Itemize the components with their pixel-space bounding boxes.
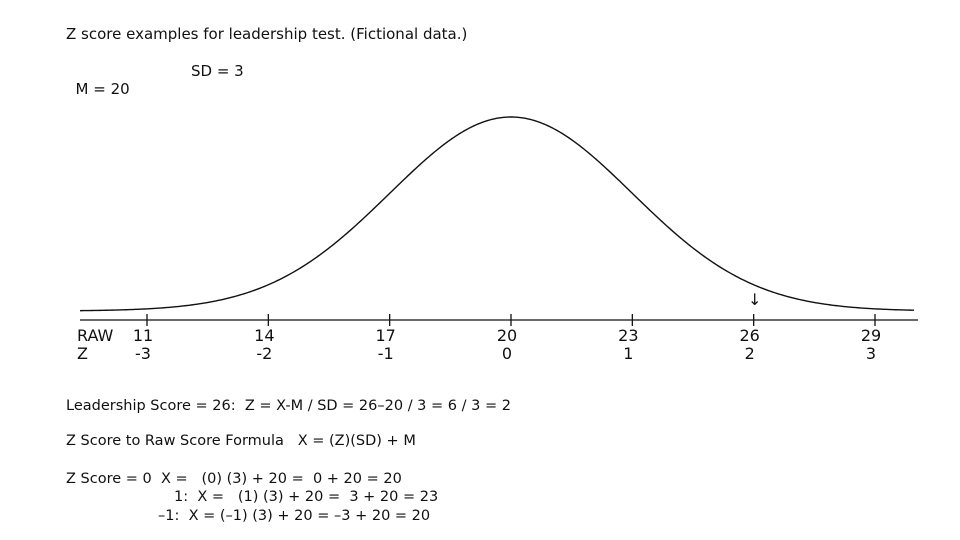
down-arrow-icon: ↓ <box>748 290 761 309</box>
page-title: Z score examples for leadership test. (F… <box>66 25 468 43</box>
z-tick-label: 0 <box>502 344 512 363</box>
example-z0: Z Score = 0 X = (0) (3) + 20 = 0 + 20 = … <box>66 471 402 487</box>
raw-tick-label: 26 <box>739 326 759 345</box>
raw-row-label: RAW <box>77 326 114 345</box>
z-tick-label: 1 <box>623 344 633 363</box>
parameters: M = 20 SD = 3 <box>66 62 244 116</box>
z-tick-label: 2 <box>745 344 755 363</box>
conversion-formula: Z Score to Raw Score Formula X = (Z)(SD)… <box>66 433 416 449</box>
mean-label: M = 20 <box>75 80 130 98</box>
raw-tick-label: 17 <box>375 326 395 345</box>
raw-tick-label: 29 <box>861 326 881 345</box>
z-tick-label: 3 <box>866 344 876 363</box>
raw-tick-label: 14 <box>254 326 274 345</box>
normal-curve <box>79 116 915 312</box>
raw-tick-label: 23 <box>618 326 638 345</box>
z-tick-label: -1 <box>378 344 394 363</box>
z-row-label: Z <box>77 344 88 363</box>
raw-tick-label: 20 <box>497 326 517 345</box>
z-tick-label: -2 <box>256 344 272 363</box>
sd-label: SD = 3 <box>191 62 244 80</box>
tick-labels: 11-3 14-2 17-1 200 231 262 293 <box>133 326 881 363</box>
example-z1: 1: X = (1) (3) + 20 = 3 + 20 = 23 <box>174 489 439 505</box>
z-tick-label: -3 <box>135 344 151 363</box>
example-zneg1: –1: X = (–1) (3) + 20 = –3 + 20 = 20 <box>158 508 431 524</box>
axis <box>80 314 918 326</box>
leadership-formula: Leadership Score = 26: Z = X-M / SD = 26… <box>66 398 511 414</box>
raw-tick-label: 11 <box>133 326 153 345</box>
